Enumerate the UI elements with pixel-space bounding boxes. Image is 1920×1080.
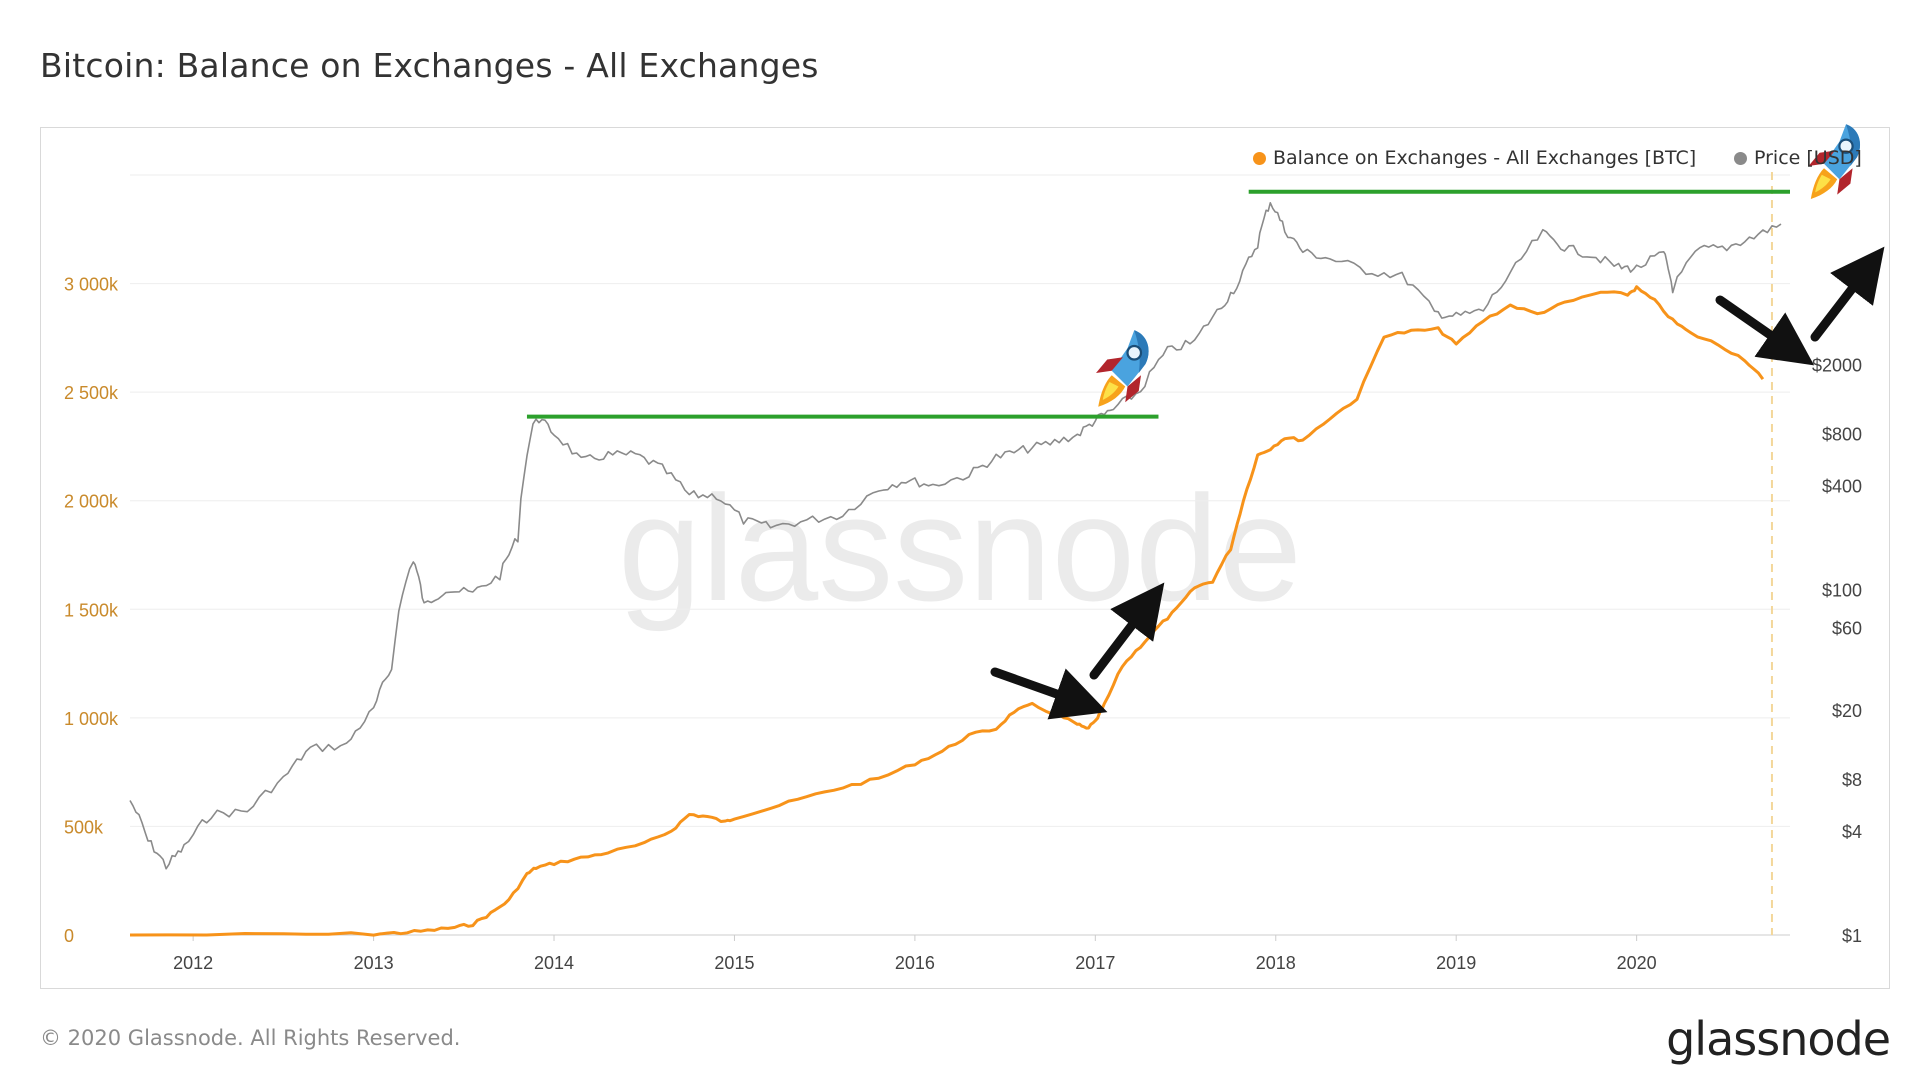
y-left-tick-label: 500k: [64, 817, 104, 837]
y-left-tick-label: 1 500k: [64, 600, 119, 620]
rocket-icon: [1094, 329, 1150, 408]
legend-balance[interactable]: Balance on Exchanges - All Exchanges [BT…: [1253, 147, 1696, 169]
y-right-tick-label: $4: [1842, 822, 1862, 842]
x-tick-label: 2018: [1256, 953, 1296, 973]
legend-balance-dot: [1253, 151, 1266, 165]
x-tick-label: 2016: [895, 953, 935, 973]
x-tick-label: 2019: [1436, 953, 1476, 973]
y-right-tick-label: $100: [1822, 580, 1862, 600]
up-arrow-icon: [1089, 582, 1165, 680]
resistance-lines: [526, 189, 1790, 419]
y-right-tick-label: $8: [1842, 770, 1862, 790]
y-right-tick-label: $1: [1842, 926, 1862, 946]
brand-logo: glassnode: [1666, 1012, 1891, 1066]
y-left-tick-label: 2 500k: [64, 383, 119, 403]
y-right-tick-label: $20: [1832, 701, 1862, 721]
y-left-tick-label: 3 000k: [64, 275, 119, 295]
down-arrow-icon: [990, 667, 1108, 720]
y-right-tick-label: $400: [1822, 476, 1862, 496]
legend-price-dot: [1734, 151, 1747, 165]
y-left-tick-label: 2 000k: [64, 492, 119, 512]
legend-price[interactable]: Price [USD]: [1734, 147, 1862, 169]
y-left-tick-label: 1 000k: [64, 709, 119, 729]
chart-title: Bitcoin: Balance on Exchanges - All Exch…: [40, 46, 819, 85]
x-axis: 2012 2013 2014 2015 2016 2017 2018 2019 2020: [130, 934, 1790, 973]
y-right-tick-label: $60: [1832, 619, 1862, 639]
x-tick-label: 2012: [173, 953, 213, 973]
x-tick-label: 2020: [1617, 953, 1657, 973]
x-tick-label: 2015: [714, 953, 754, 973]
down-arrow-icon: [1715, 295, 1815, 366]
y-right-tick-label: $2000: [1812, 356, 1862, 376]
gridlines: [130, 174, 1790, 936]
y-left-tick-label: 0: [64, 926, 74, 946]
y-right-tick-label: $800: [1822, 424, 1862, 444]
chart-frame: [40, 127, 1890, 989]
x-tick-label: 2014: [534, 953, 574, 973]
x-tick-label: 2013: [354, 953, 394, 973]
price-series-line: [129, 202, 1782, 870]
x-tick-label: 2017: [1075, 953, 1115, 973]
balance-series-line: [129, 285, 1765, 937]
copyright-text: © 2020 Glassnode. All Rights Reserved.: [40, 1026, 461, 1050]
y-left-axis: 0 500k 1 000k 1 500k 2 000k 2 500k 3 000k: [64, 275, 119, 946]
watermark: glassnode: [618, 464, 1302, 632]
up-arrow-icon: [1810, 246, 1885, 342]
y-right-axis: $1 $4 $8 $20 $60 $100 $400 $800 $2000: [1812, 356, 1862, 946]
legend-price-label: Price [USD]: [1754, 147, 1862, 169]
legend-balance-label: Balance on Exchanges - All Exchanges [BT…: [1273, 147, 1697, 169]
